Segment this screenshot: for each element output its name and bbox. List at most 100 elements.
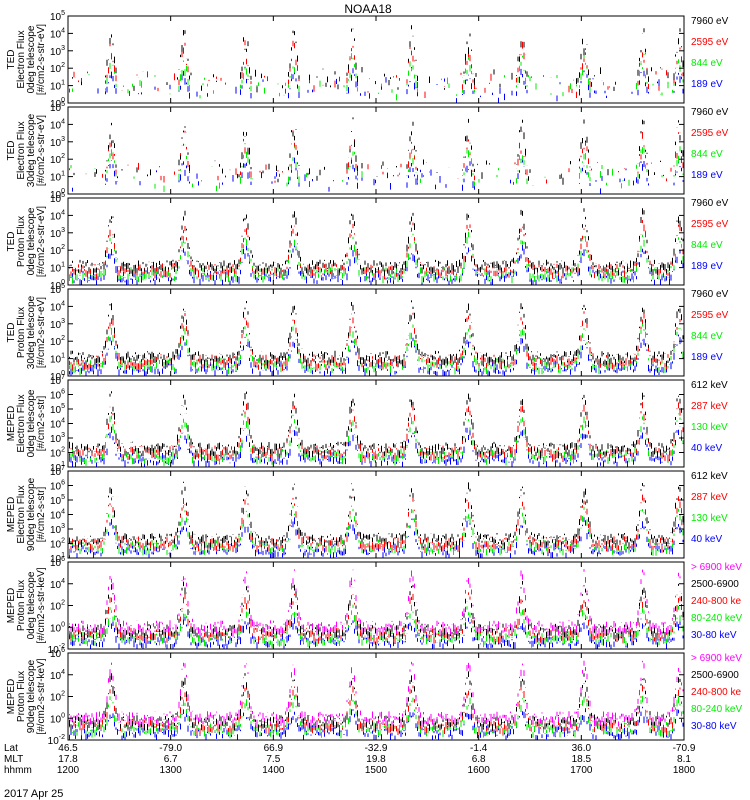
legend-entry: 30-80 keV — [691, 721, 737, 732]
legend-entry: 2595 eV — [691, 128, 729, 139]
axis-row-value: 7.5 — [266, 754, 280, 765]
panel-frame — [67, 15, 685, 104]
y-tick-label: 107 — [50, 374, 65, 387]
legend-entry: 40 keV — [691, 534, 722, 545]
axis-row-value: 66.9 — [264, 743, 284, 754]
legend-entry: 844 eV — [691, 58, 723, 69]
axis-row-value: 1600 — [468, 765, 491, 776]
axis-row-value: 6.7 — [164, 754, 178, 765]
legend-entry: 844 eV — [691, 149, 723, 160]
axis-row-value: 6.8 — [472, 754, 486, 765]
flux-traces — [69, 25, 684, 103]
trace-magenta — [68, 660, 684, 728]
y-tick-label: 102 — [50, 153, 65, 166]
trace-black — [68, 671, 684, 732]
y-tick-label: 104 — [50, 578, 65, 591]
trace-red — [68, 402, 684, 462]
legend-entry: 130 keV — [691, 422, 728, 433]
legend-entry: 287 keV — [691, 401, 728, 412]
legend-entry: 80-240 keV — [691, 613, 742, 624]
trace-black — [68, 391, 684, 459]
y-tick-label: 106 — [50, 480, 65, 493]
legend-entry: 80-240 keV — [691, 704, 742, 715]
axis-row-value: 1700 — [570, 765, 593, 776]
legend-entry: 189 eV — [691, 261, 723, 272]
y-tick-label: 104 — [50, 27, 65, 40]
legend-entry: 287 keV — [691, 492, 728, 503]
legend-entry: 7960 eV — [691, 289, 729, 300]
trace-black — [68, 481, 684, 549]
y-axis-label: MEPEDProton Flux0deg telescope[#/cm2-s-s… — [6, 567, 47, 643]
axis-row-value: 8.1 — [677, 754, 691, 765]
time-axis-labels: Lat 46.5 -79.0 66.9 -32.9 -1.4 36.0 -70.9 MLT 17.… — [4, 743, 696, 776]
flux-traces — [68, 391, 684, 467]
figure-title: NOAA18 — [344, 2, 392, 16]
y-tick-label: 105 — [50, 494, 65, 507]
legend-entry: > 6900 keV — [691, 653, 742, 664]
trace-green — [72, 52, 684, 101]
y-tick-label: 103 — [50, 45, 65, 58]
axis-row-value: -79.0 — [159, 743, 182, 754]
axis-row-value: -70.9 — [673, 743, 696, 754]
y-tick-label: 100 — [50, 621, 65, 634]
legend-entry: 240-800 ke — [691, 687, 741, 698]
legend-entry: 189 eV — [691, 79, 723, 90]
axis-row-value: -32.9 — [365, 743, 388, 754]
y-tick-label: 105 — [50, 101, 65, 114]
axis-row-value: 1200 — [57, 765, 80, 776]
axis-row-value: -1.4 — [470, 743, 488, 754]
legend-entry: 40 keV — [691, 443, 722, 454]
trace-black — [68, 580, 684, 641]
flux-traces — [68, 208, 684, 285]
axis-row-value: 17.8 — [58, 754, 78, 765]
y-tick-label: 104 — [50, 418, 65, 431]
trace-red — [68, 592, 684, 644]
y-tick-label: 101 — [50, 171, 65, 184]
axis-row-value: 19.8 — [366, 754, 386, 765]
trace-green — [68, 323, 684, 375]
y-tick-label: 104 — [50, 209, 65, 222]
panel-frame — [67, 288, 685, 377]
y-tick-label: 106 — [50, 647, 65, 660]
y-tick-label: 104 — [50, 300, 65, 313]
trace-red — [68, 311, 684, 371]
legend-entry: > 6900 keV — [691, 562, 742, 573]
y-axis-label: MEPEDElectron Flux0deg telescope[#/cm2-s… — [6, 389, 47, 457]
trace-red — [68, 493, 684, 554]
legend-entry: 189 eV — [691, 170, 723, 181]
y-tick-label: 106 — [50, 556, 65, 569]
y-tick-label: 103 — [50, 318, 65, 331]
y-tick-label: 103 — [50, 227, 65, 240]
legend-entry: 2595 eV — [691, 219, 729, 230]
legend-entry: 2500-6900 — [691, 579, 739, 590]
axis-row-value: 1400 — [262, 765, 285, 776]
flux-traces — [68, 300, 684, 376]
trace-black — [73, 117, 684, 185]
axis-row-label: hhmm — [4, 765, 32, 776]
legend-entry: 130 keV — [691, 513, 728, 524]
axis-row-value: 1300 — [160, 765, 183, 776]
y-axis-label: TEDProton Flux30deg telescope[#/cm2-s-st… — [6, 295, 47, 369]
y-tick-label: 101 — [50, 80, 65, 93]
y-tick-label: 102 — [50, 62, 65, 75]
y-tick-label: 106 — [50, 389, 65, 402]
legend-entry: 7960 eV — [691, 107, 729, 118]
y-tick-label: 101 — [50, 353, 65, 366]
legend-entry: 2595 eV — [691, 310, 729, 321]
axis-row-value: 46.5 — [58, 743, 78, 754]
axis-row-label: MLT — [4, 754, 23, 765]
y-tick-label: 105 — [50, 10, 65, 23]
trace-blue — [97, 66, 684, 103]
axis-row-value: 18.5 — [572, 754, 592, 765]
y-tick-label: 103 — [50, 136, 65, 149]
flux-traces — [68, 117, 684, 194]
y-tick-label: 105 — [50, 403, 65, 416]
flux-traces — [68, 569, 684, 649]
y-tick-label: 102 — [50, 600, 65, 613]
trace-blue — [68, 426, 684, 467]
y-axis-label: TEDProton Flux0deg telescope[#/cm2-s-str… — [6, 206, 47, 277]
